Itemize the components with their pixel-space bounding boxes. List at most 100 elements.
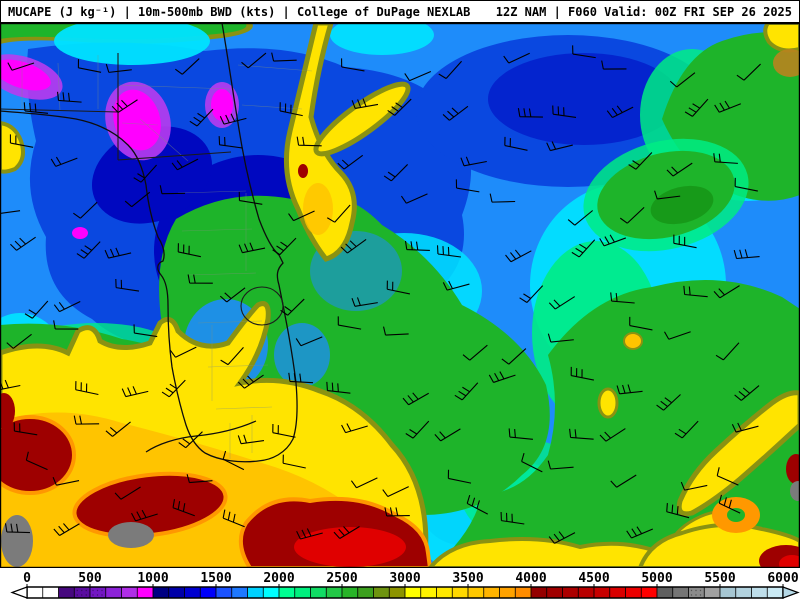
product-title: MUCAPE (J kg⁻¹) | 10m-500mb BWD (kts) | …: [8, 4, 471, 19]
colorbar-segment-dot: [81, 589, 83, 592]
region-brown-dab-east-edge: [773, 49, 800, 77]
wind-barb: [628, 152, 653, 170]
wind-barb: [282, 454, 306, 469]
wind-barb: [10, 236, 36, 251]
wind-barb: [454, 382, 479, 401]
colorbar-tick-label: 500: [78, 571, 102, 586]
region-navy-core-atlantic: [488, 53, 680, 145]
wind-barb: [53, 300, 81, 313]
wind-barb: [460, 156, 487, 167]
region-yellow-west-edge-wedge: [0, 120, 25, 174]
model-valid-title: 12Z NAM | F060 Valid: 00Z FRI SEP 26 202…: [495, 4, 792, 19]
wind-barb: [105, 421, 131, 437]
region-green-hole-southeast: [727, 508, 745, 522]
colorbar-tick-label: 1500: [200, 571, 231, 586]
colorbar-segment: [577, 586, 595, 599]
wind-barb: [404, 71, 432, 82]
wind-barb: [736, 63, 761, 81]
wind-barb: [172, 499, 195, 517]
colorbar-segment: [262, 586, 280, 599]
wind-barb: [505, 249, 532, 263]
colorbar-tick-label: 4500: [578, 571, 609, 586]
colorbar-segment: [215, 586, 233, 599]
colorbar-segment: [703, 586, 721, 599]
wind-barb: [121, 386, 149, 398]
wind-barb: [629, 316, 653, 331]
wind-barb: [131, 509, 158, 522]
wind-barb: [517, 108, 543, 118]
wind-barb: [56, 91, 82, 103]
county-borders: [21, 55, 313, 459]
wind-barb: [241, 52, 267, 69]
wind-barb: [288, 210, 315, 222]
region-yellow-east-band: [676, 390, 800, 517]
wind-barb: [133, 324, 158, 338]
colorbar-segment: [373, 586, 390, 599]
wind-barb: [50, 156, 78, 167]
region-darkred-spot-northband: [298, 164, 308, 178]
wind-barb: [654, 190, 681, 200]
map-area: [0, 23, 800, 568]
wind-barb: [716, 467, 739, 486]
region-gray-east-edge: [790, 481, 800, 501]
colorbar-segment: [325, 586, 343, 599]
wind-barb: [462, 344, 488, 361]
wind-barb: [626, 526, 654, 539]
colorbar-segment: [467, 586, 485, 599]
wind-barb: [436, 245, 461, 258]
title-bar: MUCAPE (J kg⁻¹) | 10m-500mb BWD (kts) | …: [0, 0, 800, 23]
region-magenta-spot-gulf: [72, 227, 88, 239]
wind-barb: [489, 193, 516, 203]
wind-barb: [731, 422, 759, 433]
wind-barb: [501, 348, 527, 365]
wind-barb: [186, 474, 213, 484]
wind-barb: [238, 242, 266, 254]
colorbar-segment-dot: [690, 594, 693, 596]
wind-barb: [53, 523, 80, 537]
wind-barb: [519, 285, 544, 303]
wind-barb: [326, 381, 351, 394]
colorbar-segment: [688, 586, 705, 599]
wind-barb: [76, 241, 101, 259]
wind-barb: [333, 526, 360, 540]
florida-keys-coastline: [145, 420, 257, 453]
wind-barb: [13, 422, 38, 436]
wind-barb: [466, 494, 489, 515]
wind-barb: [351, 98, 379, 110]
colorbar-segment-dot: [101, 589, 103, 592]
wind-barb: [664, 331, 691, 340]
colorbar-segment-dot: [101, 594, 103, 596]
wind-barb: [295, 336, 323, 347]
wind-barb: [384, 507, 410, 517]
colorbar-segment: [766, 586, 784, 599]
wind-barb: [340, 239, 367, 254]
colorbar-segment: [530, 586, 548, 599]
colorbar-segment: [483, 586, 501, 599]
wind-barb: [177, 243, 201, 258]
colorbar-segment: [168, 586, 186, 599]
colorbar-area: 0 500 1000 1500 2000 2500 3000 3500 4000 4500 5000…: [0, 568, 800, 600]
colorbar-segment-dot: [699, 589, 702, 592]
wind-barb: [601, 60, 627, 70]
wind-barb: [296, 136, 322, 147]
wind-barb: [0, 379, 21, 391]
wind-barb: [404, 240, 430, 251]
wind-barb: [438, 60, 462, 79]
wind-barb: [674, 420, 699, 439]
wind-barb: [104, 247, 132, 259]
colorbar-segment: [294, 586, 312, 599]
wind-barb: [219, 113, 247, 125]
colorbar-segment: [136, 586, 154, 599]
wind-barb: [713, 285, 740, 299]
region-darkred-gulf-1: [0, 415, 76, 495]
colorbar-segment: [231, 586, 249, 599]
colorbar-segment: [184, 586, 201, 599]
wind-barb: [220, 346, 244, 366]
wind-barb: [455, 179, 480, 193]
wind-barb: [178, 431, 203, 449]
wind-barb: [548, 296, 576, 310]
wind-barb: [508, 428, 533, 440]
region-red-core-southeast: [779, 555, 800, 568]
wind-barb: [341, 423, 368, 434]
colorbar-segment-dot: [76, 589, 78, 592]
